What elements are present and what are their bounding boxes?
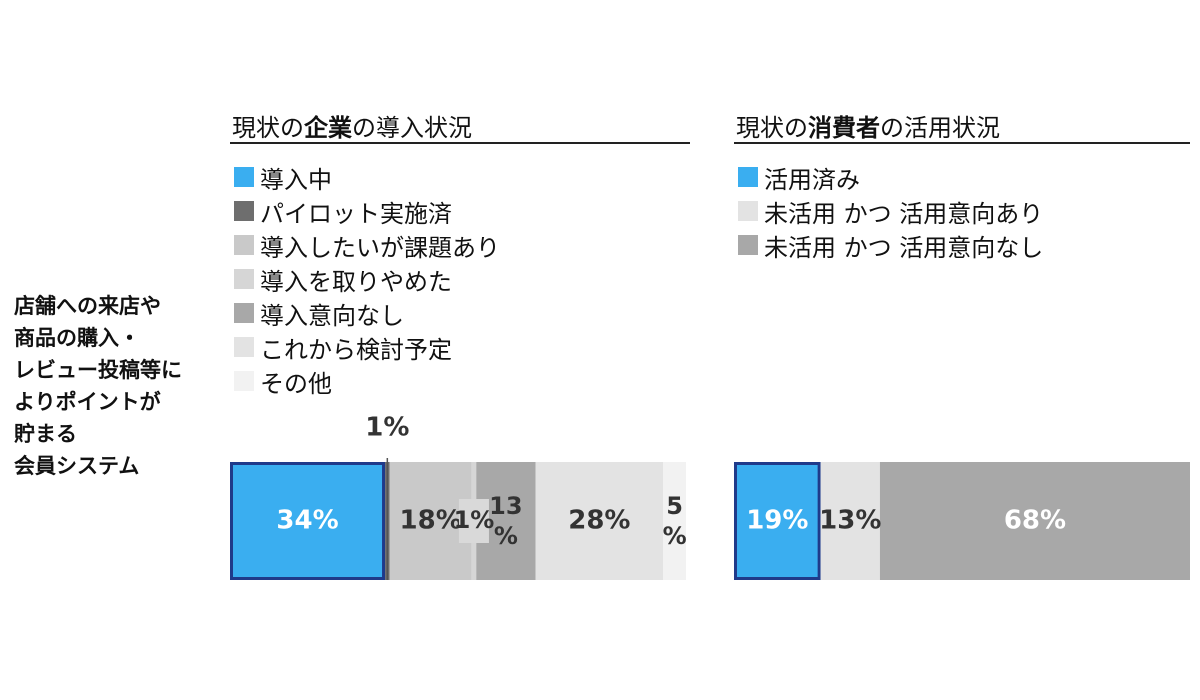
right-legend-item: 活用済み <box>738 160 1043 194</box>
legend-swatch <box>234 167 254 187</box>
right-legend-item: 未活用 かつ 活用意向なし <box>738 228 1043 262</box>
right-bar-segment <box>820 462 880 580</box>
legend-swatch <box>234 337 254 357</box>
row-label-line: 店舗への来店や <box>14 294 161 318</box>
left-data-label: 28% <box>568 506 630 536</box>
left-panel-title: 現状の企業の導入状況 <box>232 108 472 143</box>
left-label-backdrop <box>458 499 489 543</box>
right-title-prefix: 現状の <box>736 114 808 142</box>
left-legend-item: 導入意向なし <box>234 296 500 330</box>
legend-swatch <box>234 235 254 255</box>
legend-swatch <box>234 269 254 289</box>
left-data-label: 13 <box>489 492 522 520</box>
legend-label: 活用済み <box>764 165 860 194</box>
legend-label: 導入意向なし <box>260 301 404 330</box>
legend-label: これから検討予定 <box>260 335 452 364</box>
left-legend-item: 導入中 <box>234 160 500 194</box>
left-bar-segment <box>230 462 386 580</box>
left-bar-segment <box>663 462 686 580</box>
left-legend-item: 導入を取りやめた <box>234 262 500 296</box>
right-data-label: 19% <box>746 506 808 536</box>
left-legend-item: 導入したいが課題あり <box>234 228 500 262</box>
left-data-label: % <box>494 522 518 550</box>
right-data-label: 68% <box>1004 506 1066 536</box>
row-label-line: 会員システム <box>14 454 140 478</box>
legend-label: 導入中 <box>260 165 332 194</box>
legend-label: パイロット実施済 <box>260 199 452 228</box>
legend-swatch <box>234 201 254 221</box>
left-data-label: 18% <box>400 506 462 536</box>
left-bar-segment <box>389 462 472 580</box>
left-title-prefix: 現状の <box>232 114 304 142</box>
right-legend-item: 未活用 かつ 活用意向あり <box>738 194 1043 228</box>
legend-swatch <box>738 167 758 187</box>
legend-label: その他 <box>260 369 332 398</box>
left-panel-divider <box>230 142 690 144</box>
left-data-label: 34% <box>276 506 338 536</box>
left-legend-item: パイロット実施済 <box>234 194 500 228</box>
right-panel-divider <box>734 142 1190 144</box>
left-legend-item: その他 <box>234 364 500 398</box>
left-data-label: 1% <box>365 413 409 443</box>
left-data-label: 1% <box>454 506 495 534</box>
legend-label: 導入を取りやめた <box>260 267 452 296</box>
right-legend: 活用済み未活用 かつ 活用意向あり 未活用 かつ 活用意向なし <box>738 160 1043 262</box>
right-panel-title: 現状の消費者の活用状況 <box>736 108 1000 143</box>
legend-swatch <box>738 201 758 221</box>
right-title-bold: 消費者 <box>808 114 880 142</box>
left-legend-item: これから検討予定 <box>234 330 500 364</box>
right-title-suffix: の活用状況 <box>880 114 1000 142</box>
left-data-label: % <box>663 522 687 550</box>
row-label-line: よりポイントが <box>14 390 161 414</box>
legend-swatch <box>738 235 758 255</box>
left-title-bold: 企業 <box>304 114 352 142</box>
left-legend: 導入中パイロット実施済導入したいが課題あり 導入を取りやめた 導入意向なしこれから検… <box>234 160 500 398</box>
left-data-label: 5 <box>666 492 683 520</box>
left-title-suffix: の導入状況 <box>352 114 472 142</box>
row-label-line: 貯まる <box>14 422 77 446</box>
legend-swatch <box>234 371 254 391</box>
legend-label: 導入したいが課題あり <box>260 233 500 262</box>
legend-swatch <box>234 303 254 323</box>
right-bar-segment <box>734 462 821 580</box>
right-data-label: 13% <box>819 506 881 536</box>
right-bar-segment <box>879 462 1190 580</box>
row-label-line: レビュー投稿等に <box>14 358 182 382</box>
row-label: 店舗への来店や 商品の購入・ レビュー投稿等に よりポイントが 貯まる 会員シス… <box>14 290 224 482</box>
row-label-line: 商品の購入・ <box>14 326 140 350</box>
legend-label: 未活用 かつ 活用意向あり <box>764 199 1044 228</box>
legend-label: 未活用 かつ 活用意向なし <box>764 233 1044 262</box>
left-bar-segment <box>535 462 664 580</box>
